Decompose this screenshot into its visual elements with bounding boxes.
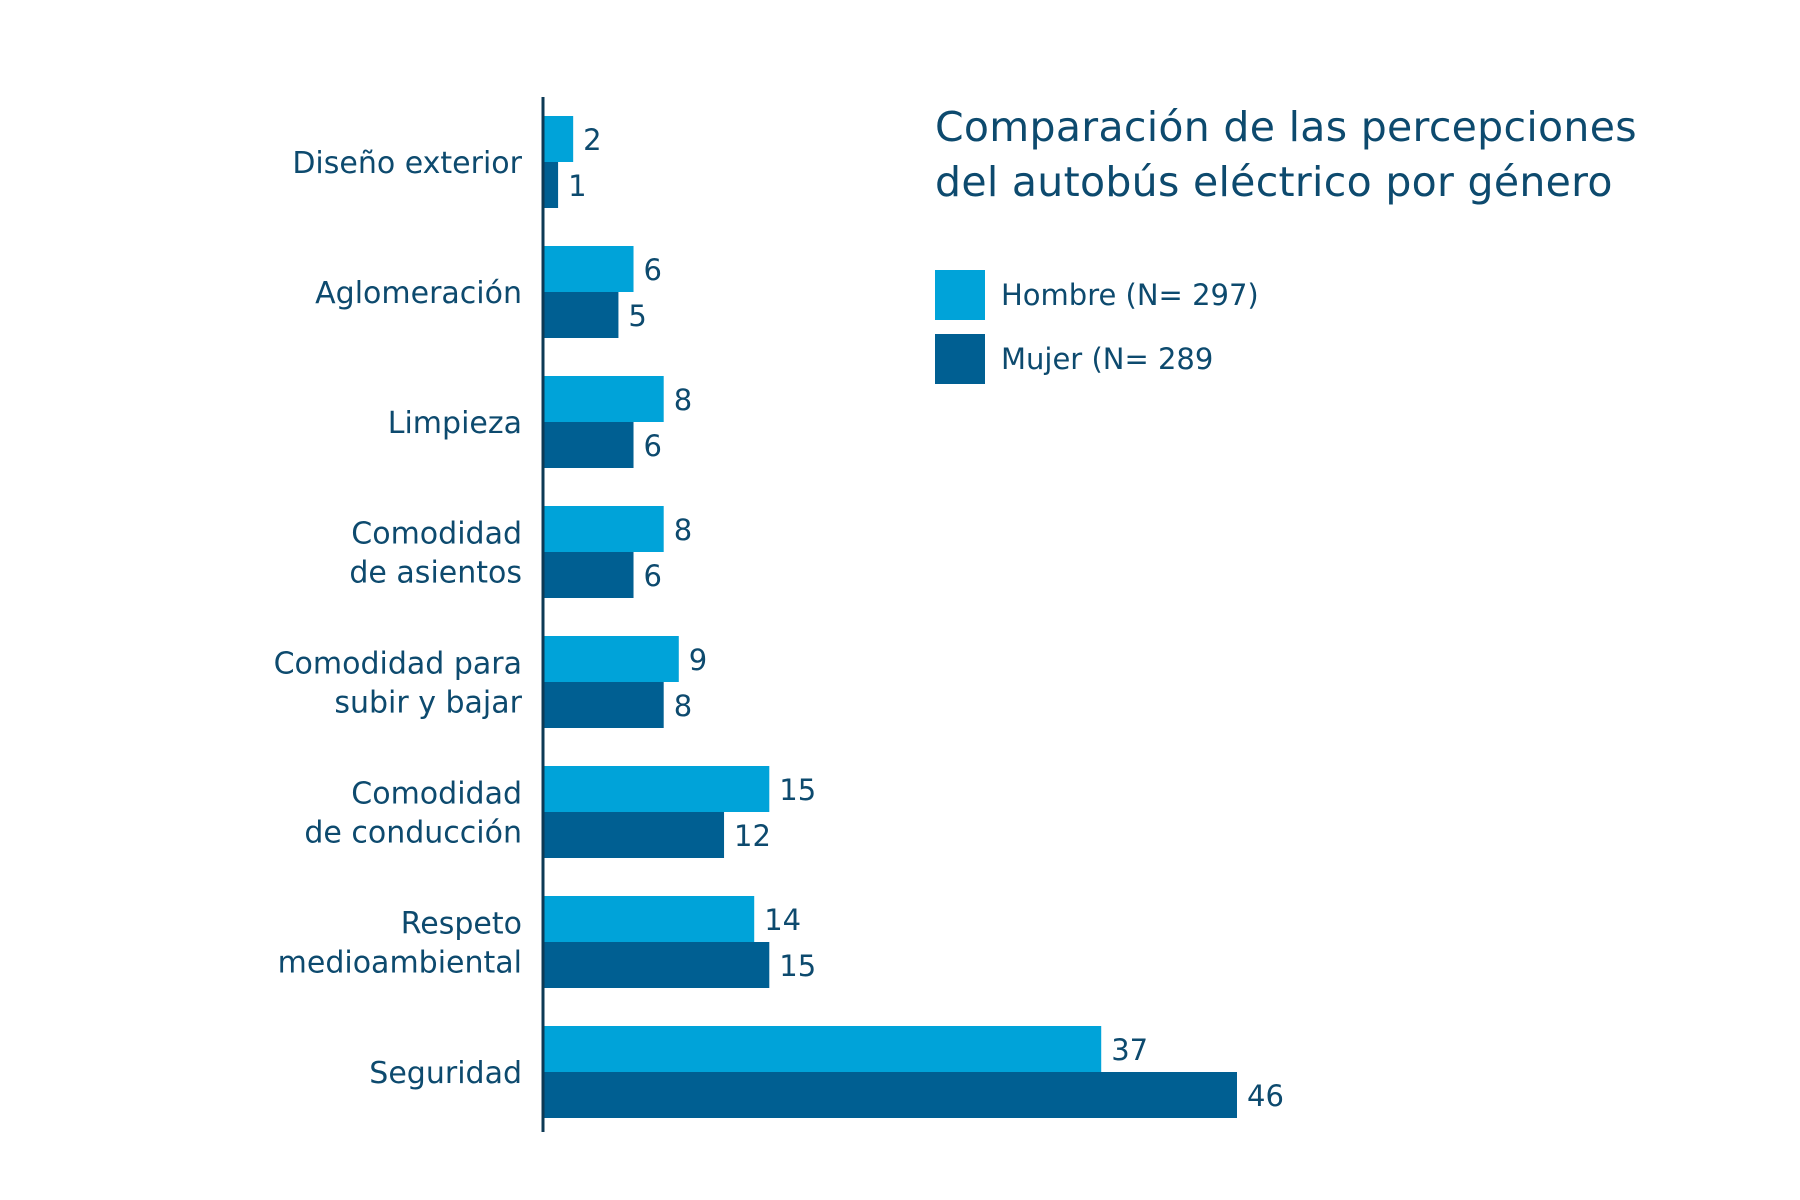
- bar-hombre: [543, 1026, 1102, 1072]
- data-label-hombre: 6: [644, 253, 662, 287]
- data-label-hombre: 8: [674, 383, 692, 417]
- bar-mujer: [543, 1072, 1237, 1118]
- bar-hombre: [543, 246, 634, 292]
- bar-hombre: [543, 506, 664, 552]
- data-label-mujer: 46: [1247, 1079, 1284, 1113]
- category-label: Aglomeración: [315, 276, 522, 311]
- bar-mujer: [543, 422, 634, 468]
- category-label: Comodidad para: [274, 647, 522, 682]
- data-label-hombre: 2: [583, 123, 601, 157]
- category-label: subir y bajar: [334, 686, 522, 721]
- category-label: Comodidad: [351, 517, 522, 552]
- bar-hombre: [543, 766, 770, 812]
- data-label-hombre: 8: [674, 513, 692, 547]
- category-label: de conducción: [304, 816, 522, 851]
- bar-mujer: [543, 552, 634, 598]
- legend-item-mujer: Mujer (N= 289: [935, 334, 1259, 384]
- chart-title-line-1: Comparación de las percepciones: [935, 103, 1637, 151]
- data-label-hombre: 9: [689, 643, 707, 677]
- category-label: Comodidad: [351, 777, 522, 812]
- data-label-mujer: 15: [779, 949, 816, 983]
- bar-mujer: [543, 812, 725, 858]
- legend-label-hombre: Hombre (N= 297): [1001, 278, 1259, 312]
- bar-mujer: [543, 162, 559, 208]
- bar-hombre: [543, 896, 755, 942]
- bar-mujer: [543, 292, 619, 338]
- bar-hombre: [543, 636, 679, 682]
- category-label: Limpieza: [388, 406, 522, 441]
- category-label: Seguridad: [369, 1056, 522, 1091]
- data-label-hombre: 14: [764, 903, 801, 937]
- bar-hombre: [543, 116, 574, 162]
- legend-label-mujer: Mujer (N= 289: [1001, 342, 1214, 376]
- category-label: Respeto: [401, 907, 522, 942]
- data-label-mujer: 6: [644, 429, 662, 463]
- chart-title: Comparación de las percepciones del auto…: [935, 100, 1637, 210]
- category-label: de asientos: [349, 556, 522, 591]
- legend-item-hombre: Hombre (N= 297): [935, 270, 1259, 320]
- category-label: Diseño exterior: [292, 146, 522, 181]
- legend-swatch-mujer: [935, 334, 985, 384]
- data-label-hombre: 15: [779, 773, 816, 807]
- data-label-mujer: 6: [644, 559, 662, 593]
- bar-mujer: [543, 942, 770, 988]
- bar-mujer: [543, 682, 664, 728]
- data-label-hombre: 37: [1111, 1033, 1148, 1067]
- category-label: medioambiental: [278, 946, 522, 981]
- legend-swatch-hombre: [935, 270, 985, 320]
- legend: Hombre (N= 297) Mujer (N= 289: [935, 270, 1259, 398]
- chart-title-line-2: del autobús eléctrico por género: [935, 158, 1613, 206]
- data-label-mujer: 8: [674, 689, 692, 723]
- bar-hombre: [543, 376, 664, 422]
- data-label-mujer: 12: [734, 819, 771, 853]
- data-label-mujer: 1: [568, 169, 586, 203]
- data-label-mujer: 5: [628, 299, 646, 333]
